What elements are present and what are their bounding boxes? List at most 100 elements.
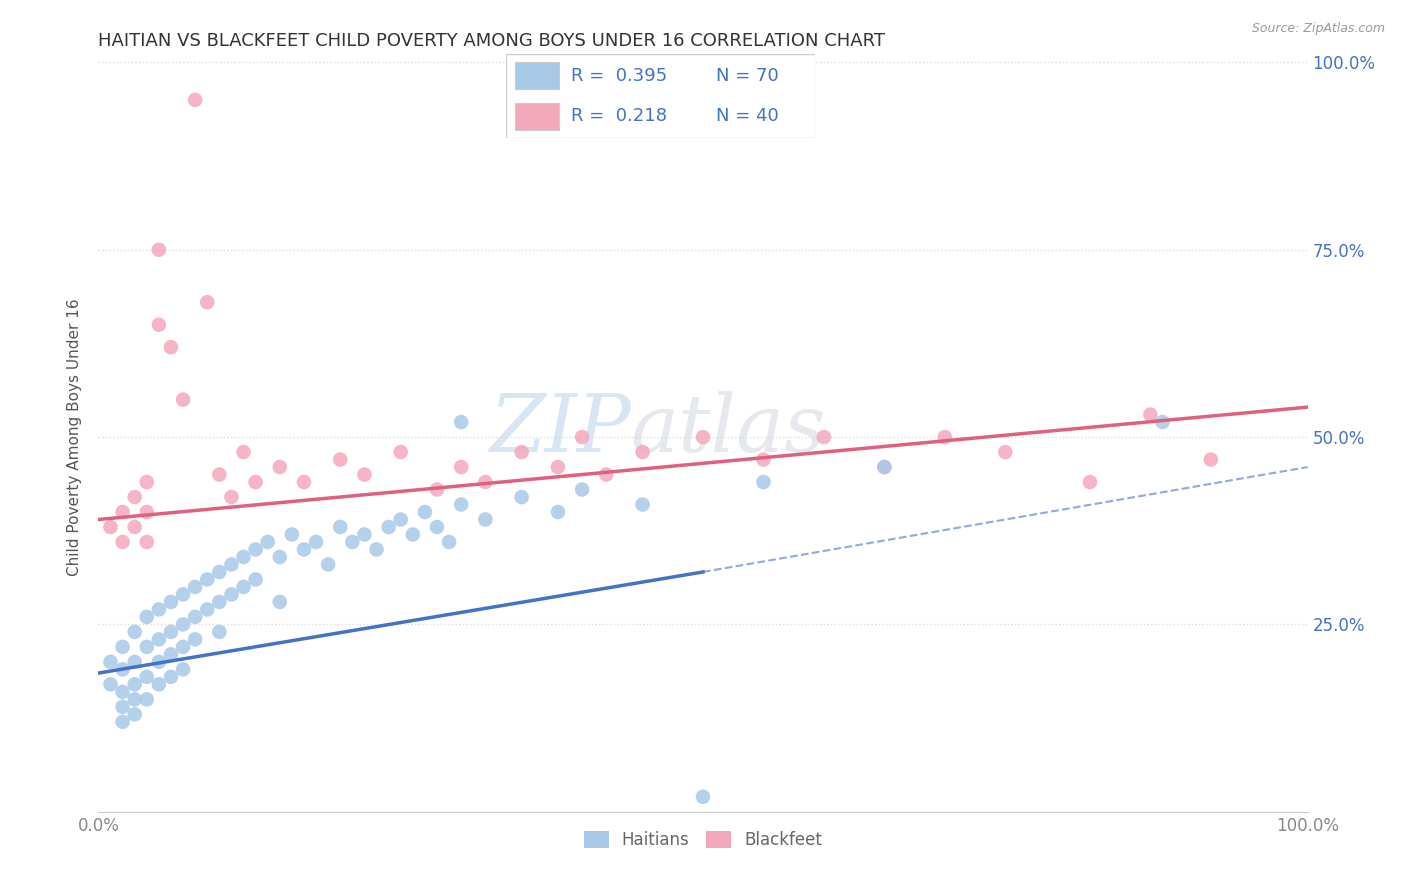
Point	[232, 445, 254, 459]
Point	[148, 655, 170, 669]
Text: HAITIAN VS BLACKFEET CHILD POVERTY AMONG BOYS UNDER 16 CORRELATION CHART: HAITIAN VS BLACKFEET CHILD POVERTY AMONG…	[98, 32, 886, 50]
Point	[510, 445, 533, 459]
Point	[1199, 452, 1222, 467]
Point	[994, 445, 1017, 459]
Point	[124, 624, 146, 639]
Point	[813, 430, 835, 444]
Point	[450, 460, 472, 475]
Text: R =  0.395: R = 0.395	[571, 67, 668, 85]
Point	[111, 505, 134, 519]
Point	[160, 670, 183, 684]
Text: N = 40: N = 40	[717, 107, 779, 125]
Text: R =  0.218: R = 0.218	[571, 107, 666, 125]
Point	[256, 535, 278, 549]
Point	[366, 542, 388, 557]
Point	[124, 677, 146, 691]
Point	[342, 535, 364, 549]
Point	[292, 542, 315, 557]
Point	[135, 692, 157, 706]
Point	[148, 677, 170, 691]
Point	[208, 595, 231, 609]
Point	[135, 670, 157, 684]
Point	[353, 527, 375, 541]
Point	[135, 475, 157, 489]
Point	[752, 475, 775, 489]
Point	[377, 520, 399, 534]
Point	[316, 558, 339, 572]
Point	[329, 520, 352, 534]
Point	[571, 483, 593, 497]
Point	[135, 505, 157, 519]
Point	[208, 565, 231, 579]
Text: N = 70: N = 70	[717, 67, 779, 85]
Point	[208, 624, 231, 639]
Point	[413, 505, 436, 519]
Point	[195, 295, 218, 310]
Point	[111, 714, 134, 729]
FancyBboxPatch shape	[506, 54, 815, 138]
Point	[873, 460, 896, 475]
Point	[221, 490, 243, 504]
Point	[510, 490, 533, 504]
Point	[631, 445, 654, 459]
Point	[160, 595, 183, 609]
Point	[124, 692, 146, 706]
FancyBboxPatch shape	[516, 103, 558, 130]
Point	[172, 392, 194, 407]
Point	[221, 587, 243, 601]
Point	[426, 483, 449, 497]
Point	[547, 505, 569, 519]
Point	[172, 587, 194, 601]
Y-axis label: Child Poverty Among Boys Under 16: Child Poverty Among Boys Under 16	[67, 298, 83, 576]
Point	[934, 430, 956, 444]
Point	[100, 520, 122, 534]
Point	[692, 430, 714, 444]
Point	[1078, 475, 1101, 489]
Point	[124, 490, 146, 504]
Point	[269, 595, 291, 609]
Point	[547, 460, 569, 475]
Point	[292, 475, 315, 489]
Point	[752, 452, 775, 467]
Point	[571, 430, 593, 444]
Point	[692, 789, 714, 804]
Point	[184, 580, 207, 594]
Point	[100, 677, 122, 691]
Point	[100, 655, 122, 669]
Point	[450, 415, 472, 429]
Point	[232, 580, 254, 594]
Point	[474, 512, 496, 526]
Point	[172, 640, 194, 654]
Point	[305, 535, 328, 549]
Point	[281, 527, 304, 541]
Point	[353, 467, 375, 482]
Point	[389, 445, 412, 459]
Point	[474, 475, 496, 489]
Point	[269, 460, 291, 475]
Point	[1152, 415, 1174, 429]
Point	[124, 520, 146, 534]
Point	[148, 632, 170, 647]
Point	[329, 452, 352, 467]
Point	[148, 243, 170, 257]
Point	[873, 460, 896, 475]
FancyBboxPatch shape	[516, 62, 558, 89]
Point	[389, 512, 412, 526]
Point	[195, 573, 218, 587]
Point	[148, 602, 170, 616]
Point	[160, 340, 183, 354]
Point	[111, 640, 134, 654]
Text: Source: ZipAtlas.com: Source: ZipAtlas.com	[1251, 22, 1385, 36]
Point	[631, 498, 654, 512]
Point	[426, 520, 449, 534]
Point	[148, 318, 170, 332]
Text: ZIP: ZIP	[489, 391, 630, 468]
Point	[437, 535, 460, 549]
Point	[402, 527, 425, 541]
Point	[124, 655, 146, 669]
Point	[124, 707, 146, 722]
Point	[111, 699, 134, 714]
Point	[450, 498, 472, 512]
Point	[135, 640, 157, 654]
Point	[172, 662, 194, 676]
